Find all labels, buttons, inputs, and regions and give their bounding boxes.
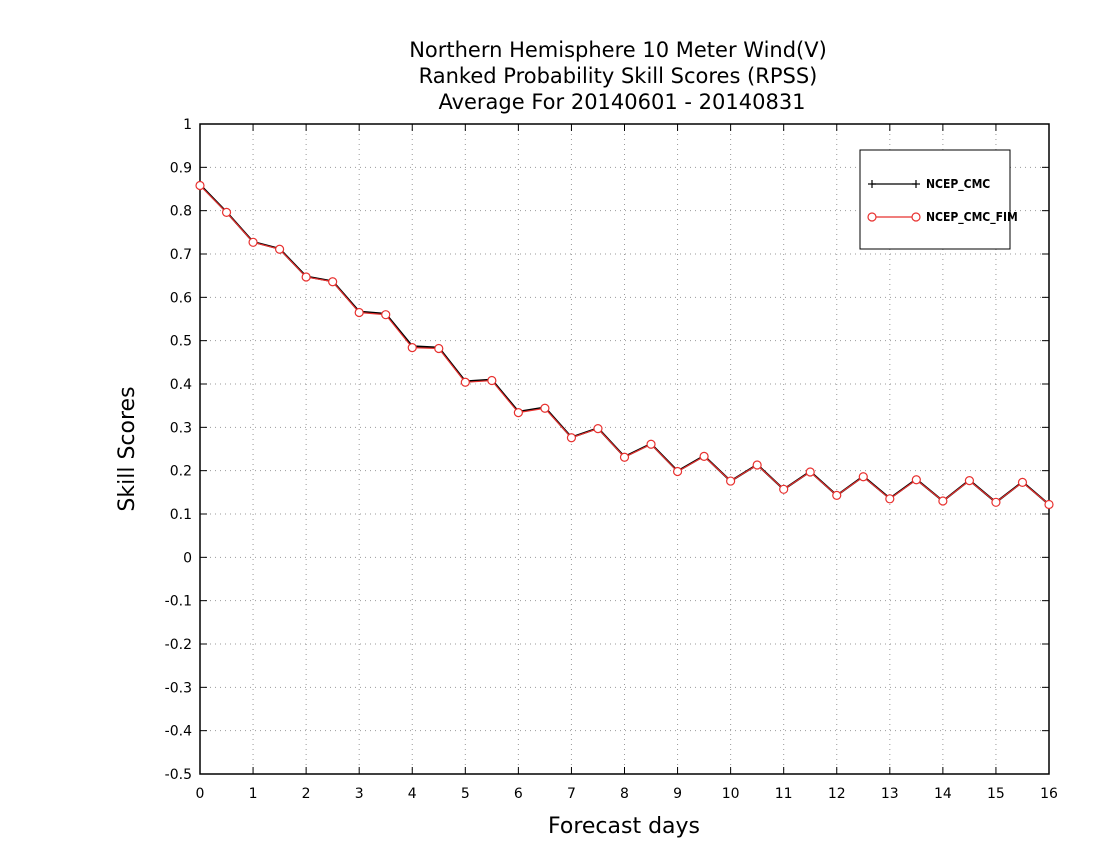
data-point [460, 377, 470, 387]
x-tick-label: 15 [987, 786, 1005, 802]
data-point [991, 497, 1001, 507]
data-point [911, 475, 921, 485]
x-tick-label: 3 [355, 786, 364, 802]
y-tick-label: -0.4 [165, 724, 192, 740]
data-point [752, 460, 762, 470]
data-point [381, 310, 391, 320]
y-tick-label: 0.3 [170, 420, 192, 436]
x-tick-label: 4 [408, 786, 417, 802]
y-tick-label: 0.6 [170, 290, 192, 306]
y-tick-label: -0.3 [165, 680, 192, 696]
data-point [964, 476, 975, 486]
x-axis-label: Forecast days [548, 814, 700, 839]
chart-title: Northern Hemisphere 10 Meter Wind(V) Ran… [409, 38, 827, 114]
data-point [646, 439, 656, 449]
legend-label-ncep-cmc-fim: NCEP_CMC_FIM [926, 210, 1018, 225]
data-point [858, 472, 868, 482]
legend-item-ncep-cmc: NCEP_CMC [868, 177, 990, 192]
y-tick-label: 0.2 [170, 464, 192, 480]
data-point [593, 424, 603, 434]
data-point [938, 496, 948, 506]
data-point [328, 277, 338, 287]
x-tick-label: 2 [302, 786, 311, 802]
x-axis: 0 1 2 3 4 5 6 7 8 9 10 11 12 13 14 15 16 [196, 124, 1058, 802]
x-tick-label: 6 [514, 786, 523, 802]
data-point [407, 343, 417, 353]
series [195, 180, 1054, 510]
data-point [195, 180, 205, 191]
data-point [779, 484, 789, 494]
data-point [619, 452, 630, 462]
x-tick-label: 0 [196, 786, 205, 802]
legend: NCEP_CMC NCEP_CMC_FIM [859, 149, 1018, 250]
y-tick-label: 0.7 [170, 247, 192, 263]
data-point [513, 408, 523, 418]
x-tick-label: 5 [461, 786, 470, 802]
data-point [832, 490, 842, 500]
legend-item-ncep-cmc-fim: NCEP_CMC_FIM [867, 210, 1018, 225]
data-point [274, 244, 285, 254]
x-tick-label: 11 [775, 786, 793, 802]
data-point [487, 375, 497, 386]
title-line-1: Northern Hemisphere 10 Meter Wind(V) [409, 38, 827, 62]
x-tick-label: 1 [249, 786, 258, 802]
data-point [248, 237, 258, 247]
legend-circle-marker-icon [867, 212, 877, 222]
y-axis: -0.5 -0.4 -0.3 -0.2 -0.1 0 0.1 0.2 0.3 0.4 0.5 0.6 0… [165, 117, 1049, 783]
x-tick-label: 10 [722, 786, 740, 802]
data-point [566, 433, 577, 443]
x-tick-label: 16 [1040, 786, 1058, 802]
y-tick-label: 0 [183, 550, 192, 566]
y-tick-label: 0.4 [170, 377, 192, 393]
x-tick-label: 7 [567, 786, 576, 802]
title-line-2: Ranked Probability Skill Scores (RPSS) [419, 64, 818, 88]
y-tick-label: 0.9 [170, 160, 192, 176]
x-tick-label: 8 [620, 786, 629, 802]
gridlines [200, 124, 1049, 774]
x-tick-label: 12 [828, 786, 846, 802]
legend-circle-marker-icon [911, 212, 921, 222]
y-tick-label: -0.5 [165, 767, 192, 783]
data-point [726, 476, 736, 486]
y-tick-label: -0.2 [165, 637, 192, 653]
title-line-3: Average For 20140601 - 20140831 [438, 90, 805, 114]
data-point [699, 451, 709, 461]
data-point [540, 403, 550, 413]
data-point [805, 467, 815, 477]
data-point [1044, 499, 1054, 510]
data-point [301, 272, 311, 282]
legend-label-ncep-cmc: NCEP_CMC [926, 177, 990, 192]
data-point [672, 466, 683, 477]
y-tick-label: 0.8 [170, 204, 192, 220]
y-tick-label: -0.1 [165, 594, 192, 610]
data-point [354, 307, 364, 318]
y-tick-label: 1 [183, 117, 192, 133]
data-point [221, 207, 232, 217]
y-tick-label: 0.1 [170, 507, 192, 523]
data-point [1017, 477, 1028, 487]
legend-box [859, 149, 1011, 250]
x-tick-label: 13 [881, 786, 899, 802]
y-axis-label: Skill Scores [115, 386, 140, 511]
data-point [885, 494, 895, 504]
x-tick-label: 9 [673, 786, 682, 802]
y-tick-label: 0.5 [170, 334, 192, 350]
series-ncep-cmc-fim [195, 180, 1054, 510]
data-point [434, 343, 444, 354]
legend-plus-marker-icon [868, 180, 920, 188]
x-tick-label: 14 [934, 786, 952, 802]
